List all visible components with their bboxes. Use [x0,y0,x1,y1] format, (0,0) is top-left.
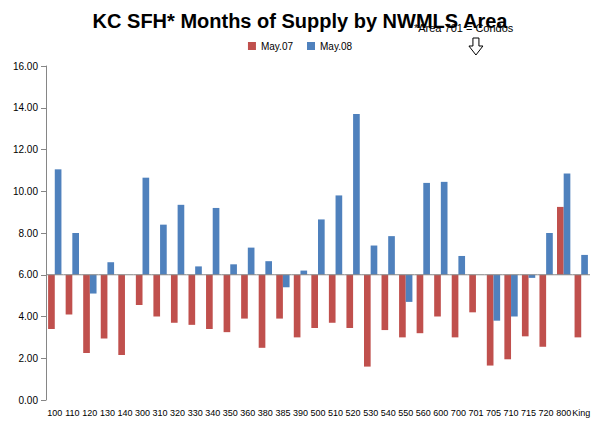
svg-text:King: King [572,408,590,418]
svg-text:16.00: 16.00 [13,61,38,72]
svg-text:May.07: May.07 [261,41,293,52]
svg-text:KC SFH* Months of Supply by NW: KC SFH* Months of Supply by NWMLS Area [92,10,508,32]
svg-text:*Area 701 = Condos: *Area 701 = Condos [414,22,514,34]
svg-text:800: 800 [556,408,571,418]
svg-text:715: 715 [521,408,536,418]
svg-text:380: 380 [258,408,273,418]
svg-text:310: 310 [153,408,168,418]
svg-text:340: 340 [205,408,220,418]
svg-text:2.00: 2.00 [19,353,39,364]
svg-text:10.00: 10.00 [13,186,38,197]
svg-text:701: 701 [468,408,483,418]
svg-text:705: 705 [486,408,501,418]
svg-text:0.00: 0.00 [19,395,39,406]
svg-text:510: 510 [328,408,343,418]
svg-text:130: 130 [100,408,115,418]
svg-text:700: 700 [451,408,466,418]
svg-text:540: 540 [381,408,396,418]
svg-text:500: 500 [310,408,325,418]
svg-text:720: 720 [539,408,554,418]
svg-text:100: 100 [47,408,62,418]
svg-text:520: 520 [346,408,361,418]
svg-text:110: 110 [65,408,79,418]
svg-text:4.00: 4.00 [19,311,39,322]
svg-text:530: 530 [363,408,378,418]
svg-text:385: 385 [275,408,290,418]
svg-text:140: 140 [117,408,132,418]
svg-text:May.08: May.08 [320,41,352,52]
svg-text:390: 390 [293,408,308,418]
svg-text:120: 120 [82,408,97,418]
svg-text:710: 710 [504,408,519,418]
svg-text:550: 550 [398,408,413,418]
svg-text:8.00: 8.00 [19,228,39,239]
svg-text:14.00: 14.00 [13,102,38,113]
svg-text:350: 350 [223,408,238,418]
svg-text:12.00: 12.00 [13,144,38,155]
svg-text:300: 300 [135,408,150,418]
svg-text:360: 360 [240,408,255,418]
svg-text:600: 600 [433,408,448,418]
svg-text:330: 330 [188,408,203,418]
svg-text:6.00: 6.00 [19,269,39,280]
svg-text:560: 560 [416,408,431,418]
svg-text:320: 320 [170,408,185,418]
